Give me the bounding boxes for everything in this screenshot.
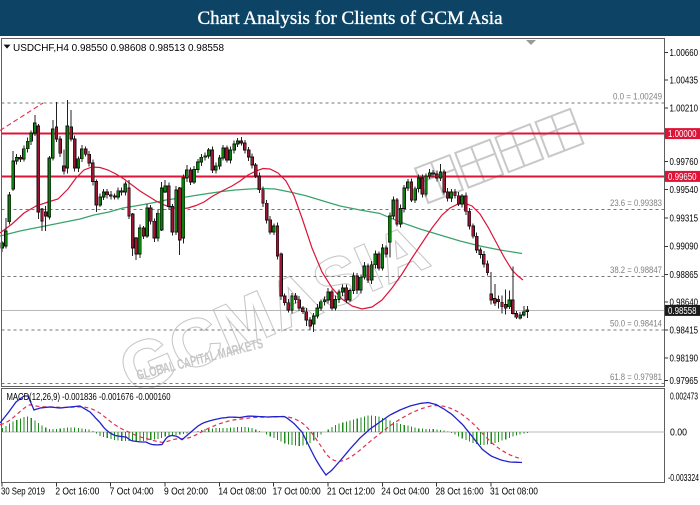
svg-text:2 Oct 16:00: 2 Oct 16:00 <box>55 487 99 498</box>
svg-text:0.97965: 0.97965 <box>670 376 699 387</box>
svg-text:0.002473: 0.002473 <box>670 391 698 402</box>
svg-text:0.98865: 0.98865 <box>670 270 699 281</box>
svg-text:14 Oct 08:00: 14 Oct 08:00 <box>218 487 266 498</box>
svg-text:61.8 = 0.97981: 61.8 = 0.97981 <box>610 372 662 383</box>
svg-text:30 Sep 2019: 30 Sep 2019 <box>1 487 45 498</box>
svg-text:23.6 = 0.99383: 23.6 = 0.99383 <box>610 198 662 209</box>
svg-text:MACD(12,26,9) -0.001836 -0.001: MACD(12,26,9) -0.001836 -0.001676 -0.000… <box>7 392 171 403</box>
svg-text:-0.003324: -0.003324 <box>668 473 699 484</box>
svg-text:0.99315: 0.99315 <box>670 213 699 224</box>
svg-text:28 Oct 16:00: 28 Oct 16:00 <box>436 487 484 498</box>
svg-text:0.00: 0.00 <box>670 428 687 439</box>
svg-text:0.99650: 0.99650 <box>668 172 697 183</box>
svg-text:50.0 = 0.98414: 50.0 = 0.98414 <box>610 319 662 330</box>
svg-text:0.98640: 0.98640 <box>670 298 699 309</box>
svg-text:0.99090: 0.99090 <box>670 242 699 253</box>
svg-text:0.98415: 0.98415 <box>670 325 699 336</box>
svg-text:7 Oct 04:00: 7 Oct 04:00 <box>110 487 154 498</box>
svg-text:0.0 = 1.00249: 0.0 = 1.00249 <box>613 92 662 103</box>
svg-text:1.00210: 1.00210 <box>670 103 699 114</box>
svg-text:24 Oct 04:00: 24 Oct 04:00 <box>381 487 429 498</box>
svg-text:0.99540: 0.99540 <box>670 185 699 196</box>
svg-text:0.98190: 0.98190 <box>670 353 699 364</box>
svg-text:0.98558: 0.98558 <box>668 306 697 317</box>
svg-text:1.00435: 1.00435 <box>670 76 699 87</box>
svg-text:USDCHF,H4 0.98550 0.98608 0.9: USDCHF,H4 0.98550 0.98608 0.98513 0.9855… <box>13 43 224 54</box>
svg-text:1.00000: 1.00000 <box>668 129 697 140</box>
svg-text:0.99760: 0.99760 <box>670 157 699 168</box>
svg-text:Chart Analysis for Clients of: Chart Analysis for Clients of GCM Asia <box>197 8 503 29</box>
svg-text:17 Oct 00:00: 17 Oct 00:00 <box>273 487 321 498</box>
svg-text:38.2 = 0.98847: 38.2 = 0.98847 <box>610 265 662 276</box>
svg-text:21 Oct 12:00: 21 Oct 12:00 <box>327 487 375 498</box>
svg-text:31 Oct 08:00: 31 Oct 08:00 <box>490 487 538 498</box>
svg-text:9 Oct 20:00: 9 Oct 20:00 <box>164 487 208 498</box>
svg-text:1.00660: 1.00660 <box>670 48 699 59</box>
